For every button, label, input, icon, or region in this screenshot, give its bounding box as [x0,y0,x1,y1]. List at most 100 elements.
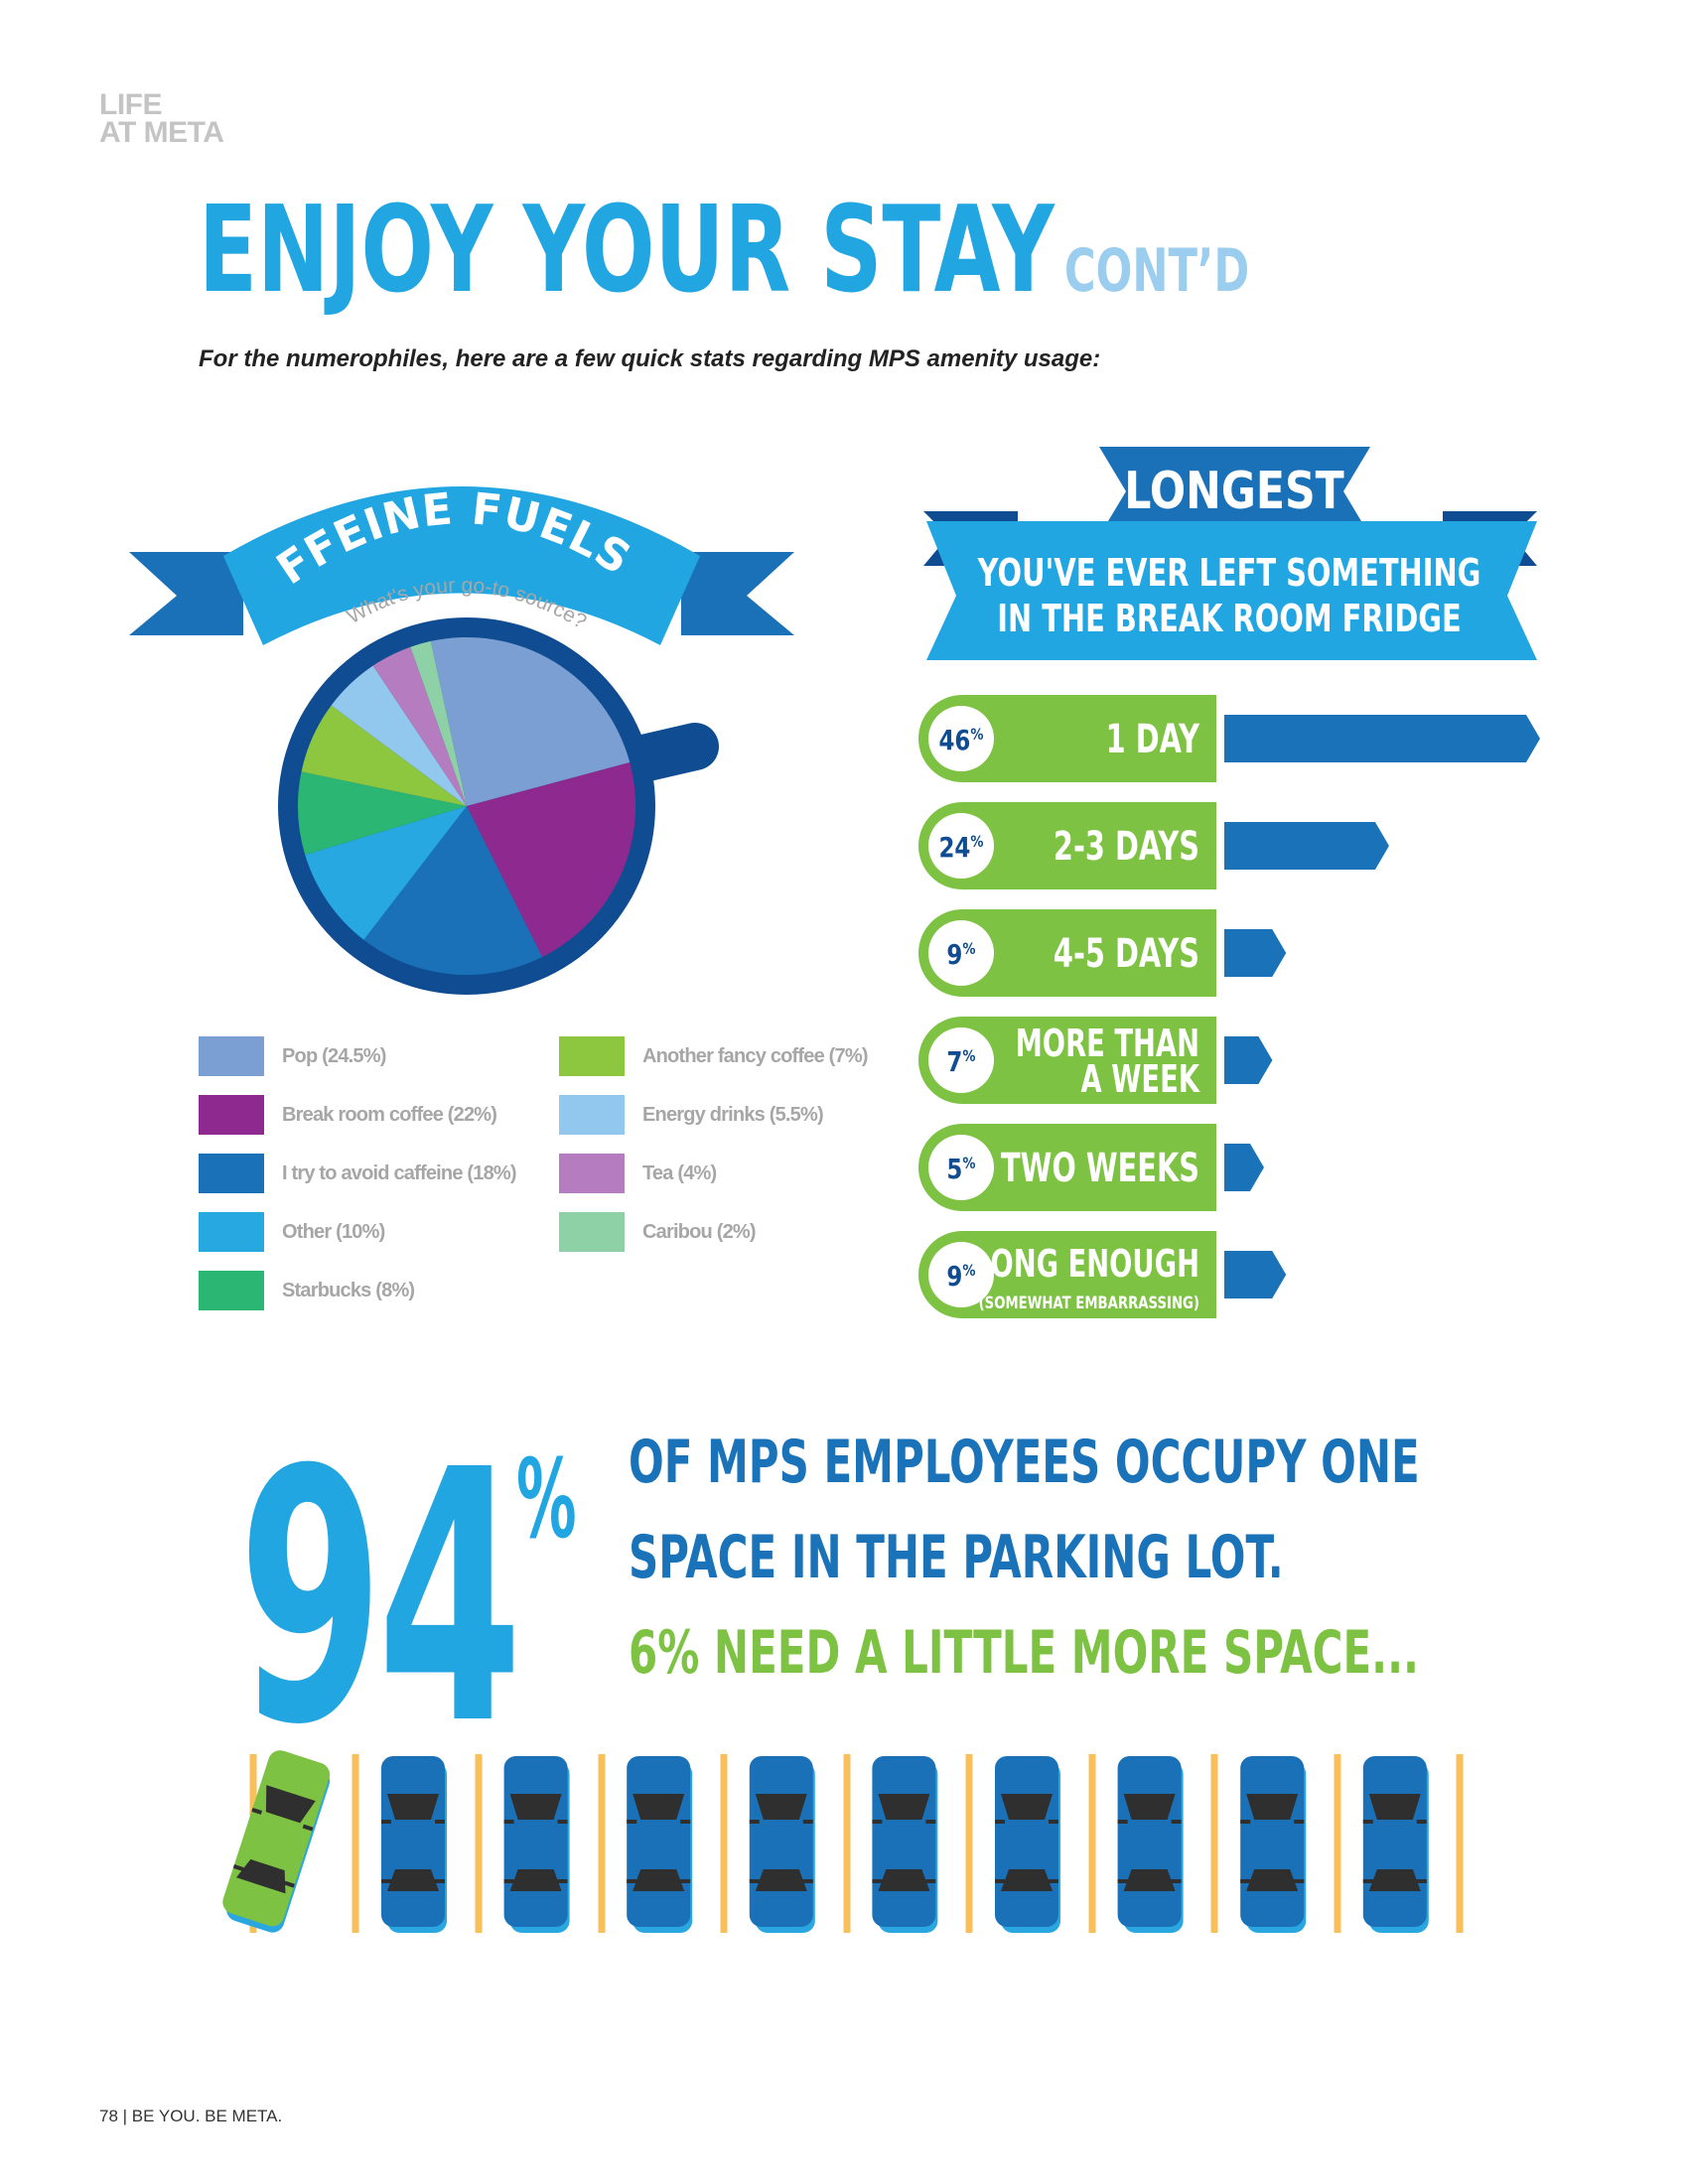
fridge-row: 5% TWO WEEKS [918,1124,1264,1211]
fridge-row-label-box [993,695,1216,782]
parking-line1: OF MPS EMPLOYEES OCCUPY ONE [629,1428,1420,1497]
car-roof [1252,1820,1293,1869]
parking-line [1334,1754,1341,1933]
legend-swatch [199,1036,264,1076]
car [1117,1756,1184,1933]
big-percent-sign: % [516,1435,577,1563]
section-label-line1: LIFE [99,88,163,121]
car [749,1756,815,1933]
parking-line [598,1754,606,1933]
car-rear-window [633,1869,685,1891]
legend-item: Energy drinks (5.5%) [559,1093,824,1137]
car-roof [638,1820,679,1869]
car [627,1756,693,1933]
pie-slice-8 [410,640,467,806]
legend-item: Break room coffee (22%) [199,1093,497,1137]
car-rear-window [878,1869,930,1891]
legend-label: Tea (4%) [642,1161,717,1184]
car-roof [1129,1820,1170,1869]
fridge-row-percent-number: 9 [946,939,962,972]
fridge-subtitle-line1: YOU'VE EVER LEFT SOMETHING [977,551,1481,595]
car [1362,1756,1429,1933]
fridge-bar [1224,1036,1273,1084]
car-rear-window [1368,1869,1421,1891]
car-mirrors [627,1820,691,1883]
fridge-row-label: 1 DAY [1106,717,1200,762]
fridge-banner-title: LONGEST [1124,462,1344,521]
car-windshield [387,1794,439,1820]
fridge-row-percent: 5% [946,1154,975,1186]
car-roof [248,1811,303,1871]
pie-slice-6 [331,665,467,806]
car-windshield [755,1794,807,1820]
fridge-row-percent-sign: % [962,1262,975,1281]
caffeine-banner-left-tail [129,552,243,635]
car-mirrors [995,1820,1058,1883]
car-mirrors [872,1820,936,1883]
fridge-row-label: 4-5 DAYS [1054,931,1199,977]
legend-swatch [559,1095,625,1135]
fridge-row-percent-number: 7 [946,1046,962,1079]
car-rear-window [1123,1869,1176,1891]
car-mirrors [1117,1820,1182,1883]
car-roof [1374,1820,1415,1869]
pie-slice-5 [301,705,467,806]
parking-lot [222,1750,1464,1933]
caffeine-banner: CAFFEINE FUELS US What's your go-to sour… [0,0,794,645]
fridge-row-label-box [993,1231,1216,1318]
car-rear-window [1001,1869,1053,1891]
legend-swatch [199,1095,264,1135]
pie-slice-0 [430,637,631,806]
fridge-row-label-box [993,909,1216,997]
car-rear-window [755,1869,807,1891]
car-rear-window [509,1869,562,1891]
big-number: 94 [238,1396,522,1801]
fridge-row: 9% 4-5 DAYS [918,909,1287,997]
parking-line [1456,1754,1464,1933]
parking-line [352,1754,359,1933]
legend-swatch [199,1154,264,1193]
fridge-bar [1224,1144,1264,1191]
fridge-row-label-line2: A WEEK [1081,1056,1201,1101]
fridge-bar [1224,929,1287,977]
fridge-row-label: MORE THAN [1016,1021,1199,1065]
legend-item: Tea (4%) [559,1152,717,1195]
car-roof [884,1820,924,1869]
fridge-row-pct-circle [928,920,994,986]
legend-swatch [199,1212,264,1252]
fridge-row-pct-circle [928,1135,994,1200]
car-roof [393,1820,433,1869]
fridge-row-percent: 24% [938,832,983,865]
car-windshield [1001,1794,1053,1820]
fridge-row-label: TWO WEEKS [1001,1146,1199,1191]
legend-label: Break room coffee (22%) [282,1103,497,1126]
legend-item: Caribou (2%) [559,1210,757,1254]
legend-item: Starbucks (8%) [199,1269,415,1312]
intro-text: For the numerophiles, here are a few qui… [199,345,1101,372]
fridge-bars: 46% 1 DAY 24% 2-3 DAYS 9% 4-5 DAYS 7% MORE THAN… [918,695,1540,1318]
fridge-row-percent-sign: % [962,1155,975,1173]
legend-label: Caribou (2%) [642,1220,757,1243]
fridge-bar [1224,1251,1287,1298]
pie-slice-7 [372,646,467,806]
fridge-banner: LONGEST YOU'VE EVER LEFT SOMETHING IN TH… [923,447,1537,660]
legend-label: Pop (24.5%) [282,1044,386,1067]
fridge-row-label: LONG ENOUGH [974,1241,1199,1286]
parking-line [720,1754,728,1933]
fridge-row-percent-number: 24 [938,832,970,865]
parking-line [1210,1754,1218,1933]
legend-swatch [559,1036,625,1076]
section-label-line2: AT META [99,116,224,149]
car-rear-window [387,1869,439,1891]
parking-line2: SPACE IN THE PARKING LOT. [629,1523,1284,1592]
fridge-row: 24% 2-3 DAYS [918,802,1389,889]
fridge-row-sublabel: (SOMEWHAT EMBARRASSING) [979,1293,1199,1312]
caffeine-pie [297,637,636,976]
fridge-subtitle-line2: IN THE BREAK ROOM FRIDGE [997,597,1461,640]
car-rear-window [236,1858,286,1894]
parking-line [843,1754,851,1933]
fridge-row-percent: 7% [946,1046,975,1079]
car-windshield [509,1794,562,1820]
car [381,1756,447,1933]
